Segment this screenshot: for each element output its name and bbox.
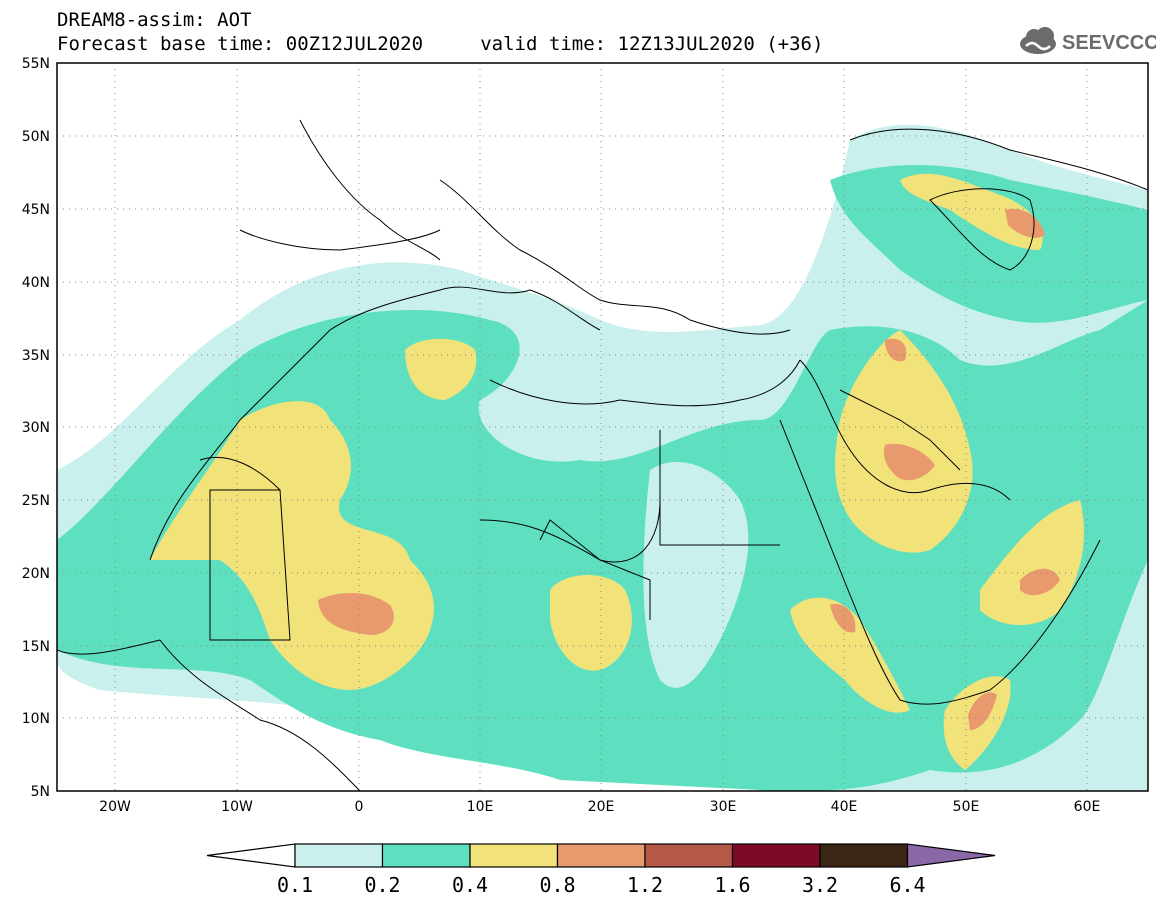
aot-band-0.1-gap [643, 461, 749, 688]
coastlines [57, 119, 1148, 791]
lon-label: 10W [221, 799, 253, 815]
aot-band-0.8-caspian [1005, 208, 1045, 238]
logo-text: SEEVCCC [1062, 32, 1156, 54]
colorbar-box [294, 843, 384, 868]
lon-label: 20W [99, 799, 131, 815]
colorbar-low-arrow [206, 843, 296, 868]
lon-label: 60E [1074, 799, 1101, 815]
lon-axis: 20W 10W 0 10E 20E 30E 40E 50E 60E [99, 799, 1100, 815]
lat-label: 15N [22, 639, 50, 655]
colorbar-box [381, 843, 471, 868]
colorbar-tick-label: 0.1 [277, 873, 313, 897]
aot-band-0.8-iraq [883, 443, 935, 481]
aot-band-0.8-sudan [830, 604, 856, 633]
aot-band-0.4-chad [550, 575, 632, 671]
lat-label: 55N [22, 56, 50, 72]
aot-band-0.4-algeria [405, 338, 477, 400]
lon-label: 50E [953, 799, 980, 815]
lat-label: 10N [22, 711, 50, 727]
aot-band-0.2-north [830, 165, 1148, 323]
colorbar-box [556, 843, 646, 868]
seevccc-logo: SEEVCCC [1020, 27, 1156, 54]
aot-band-0.4-caspian [900, 173, 1043, 250]
cloud-icon [1020, 27, 1056, 54]
aot-band-0.8-niger [318, 593, 394, 635]
aot-band-0.4-oman [980, 500, 1084, 625]
map-title: DREAM8-assim: AOT [57, 9, 252, 31]
lat-label: 20N [22, 566, 50, 582]
lon-label: 10E [467, 799, 494, 815]
colorbar-tick-label: 3.2 [802, 873, 838, 897]
aot-band-0.8-oman [1020, 568, 1060, 596]
colorbar-box [469, 843, 559, 868]
colorbar-box [644, 843, 734, 868]
colorbar-high-arrow [906, 843, 996, 868]
lon-label: 0 [355, 799, 364, 815]
lat-label: 25N [22, 493, 50, 509]
aot-band-0.8-north-iraq [885, 338, 907, 362]
lat-label: 40N [22, 275, 50, 291]
lon-label: 40E [831, 799, 858, 815]
lat-label: 45N [22, 202, 50, 218]
lon-label: 30E [710, 799, 737, 815]
lat-label: 30N [22, 420, 50, 436]
colorbar-box [731, 843, 821, 868]
lat-axis: 55N 50N 45N 40N 35N 30N 25N 20N 15N 10N … [22, 56, 50, 800]
colorbar-tick-label: 0.4 [452, 873, 488, 897]
colorbar-tick-label: 0.2 [364, 873, 400, 897]
forecast-time-line: Forecast base time: 00Z12JUL2020 valid t… [57, 33, 824, 55]
colorbar-tick-label: 1.2 [627, 873, 663, 897]
colorbar-tick-label: 6.4 [889, 873, 925, 897]
aot-band-0.4-redsea [790, 597, 910, 713]
aot-band-0.8-horn [968, 692, 997, 730]
colorbar-tick-label: 0.8 [539, 873, 575, 897]
colorbar-tick-label: 1.6 [714, 873, 750, 897]
lat-label: 5N [31, 784, 50, 800]
lon-label: 20E [588, 799, 615, 815]
colorbar-box [819, 843, 909, 868]
graticule [57, 63, 1148, 791]
aot-field [57, 63, 1148, 791]
lat-label: 50N [22, 129, 50, 145]
aot-band-0.4-iraq [835, 330, 973, 553]
lat-label: 35N [22, 348, 50, 364]
map-frame [56, 62, 1149, 792]
